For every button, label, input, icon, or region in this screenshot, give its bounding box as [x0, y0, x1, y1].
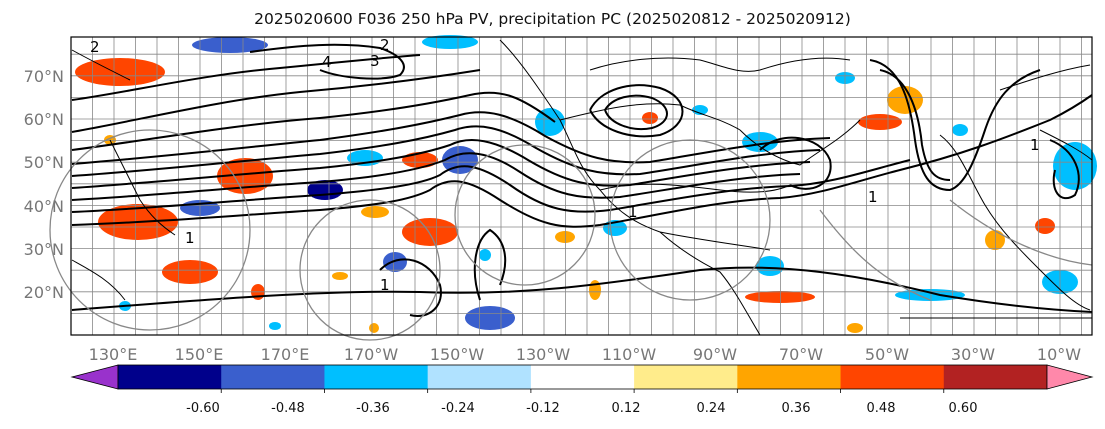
latitude-label: 40°N	[23, 197, 64, 216]
positive-anomaly-shading	[75, 58, 1055, 333]
contour-label: 1	[1030, 136, 1040, 154]
colorbar-tick-label: 0.48	[866, 401, 896, 416]
longitude-label: 110°W	[601, 345, 657, 364]
colorbar-cell	[221, 365, 325, 389]
contour-label: 1	[868, 188, 878, 206]
graticule-grid	[71, 37, 1092, 335]
latitude-label: 30°N	[23, 240, 64, 259]
colorbar	[70, 364, 1094, 393]
colorbar-cell	[530, 365, 635, 389]
longitude-label: 130°W	[515, 345, 571, 364]
colorbar-cell	[737, 365, 842, 389]
contour-label: 1	[185, 229, 195, 247]
pv-contours	[71, 43, 1093, 317]
colorbar-extend-left	[70, 364, 119, 390]
colorbar-tick-label: 0.36	[781, 401, 811, 416]
longitude-label: 10°W	[1036, 345, 1082, 364]
coastlines	[71, 39, 1093, 336]
contour-label: 4	[322, 53, 332, 71]
colorbar-cell	[943, 365, 1048, 389]
contour-label: 2	[380, 36, 390, 54]
contour-label: 3	[370, 52, 380, 70]
longitude-label: 70°W	[778, 345, 824, 364]
colorbar-tick-label: -0.12	[526, 401, 560, 416]
colorbar-cell	[118, 365, 222, 389]
longitude-label: 150°W	[429, 345, 485, 364]
colorbar-tick-label: 0.24	[696, 401, 726, 416]
longitude-label: 150°E	[174, 345, 224, 364]
longitude-label: 170°W	[343, 345, 399, 364]
longitude-label: 50°W	[864, 345, 910, 364]
latitude-label: 60°N	[23, 110, 64, 129]
latitude-label: 20°N	[23, 283, 64, 302]
colorbar-tick-label: 0.12	[611, 401, 641, 416]
contour-label: 1	[628, 203, 638, 221]
colorbar-cell	[634, 365, 738, 389]
auxiliary-contours	[49, 129, 1093, 341]
latitude-label: 70°N	[23, 67, 64, 86]
colorbar-cell	[324, 365, 429, 389]
colorbar-tick-label: -0.36	[356, 401, 390, 416]
longitude-label: 30°W	[950, 345, 996, 364]
latitude-label: 50°N	[23, 153, 64, 172]
longitude-label: 130°E	[88, 345, 138, 364]
colorbar-tick-label: -0.60	[186, 401, 220, 416]
negative-anomaly-shading	[119, 35, 1097, 330]
colorbar-cell	[427, 365, 532, 389]
longitude-label: 90°W	[692, 345, 738, 364]
colorbar-tick-label: -0.48	[271, 401, 305, 416]
colorbar-extend-right	[1046, 364, 1094, 390]
contour-label: 2	[90, 38, 100, 56]
contour-label: 1	[380, 276, 390, 294]
colorbar-cell	[840, 365, 945, 389]
colorbar-tick-label: 0.60	[948, 401, 978, 416]
map-frame	[70, 36, 1093, 336]
map-title: 2025020600 F036 250 hPa PV, precipitatio…	[254, 10, 851, 28]
colorbar-tick-label: -0.24	[441, 401, 475, 416]
longitude-label: 170°E	[260, 345, 310, 364]
